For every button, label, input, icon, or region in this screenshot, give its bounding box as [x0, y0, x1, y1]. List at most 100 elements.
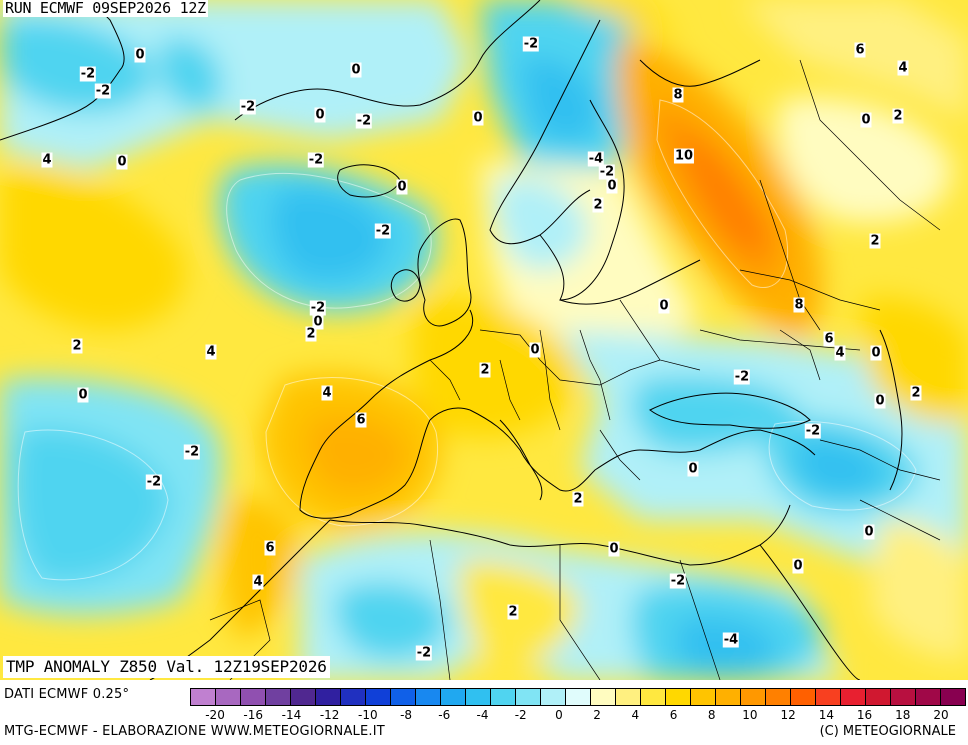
field-value-label: -4 [722, 632, 740, 648]
field-sahara-cold [335, 581, 450, 660]
field-value-label: 2 [71, 338, 83, 354]
coast-europe-west [299, 309, 474, 519]
color-scale-swatch [241, 688, 266, 706]
field-value-label: 6 [854, 42, 866, 58]
color-scale-tick: 20 [933, 708, 949, 722]
field-value-label: 8 [672, 87, 684, 103]
color-scale-tick: 16 [856, 708, 873, 722]
field-value-label: 0 [874, 393, 886, 409]
color-scale-tick: 12 [780, 708, 796, 722]
border-12 [429, 539, 451, 680]
color-scale-swatch [491, 688, 516, 706]
field-value-label: -2 [307, 152, 325, 168]
coast-britain [417, 218, 472, 327]
field-value-label: -2 [239, 99, 257, 115]
field-value-label: 0 [687, 461, 699, 477]
color-scale-tick: 0 [555, 708, 563, 722]
field-morocco-warm [221, 497, 300, 640]
field-value-label: -2 [309, 300, 327, 316]
field-value-label: -2 [79, 66, 97, 82]
field-russia-hot [680, 130, 770, 253]
field-atlantic-warm [0, 168, 186, 330]
field-value-label: 2 [892, 108, 904, 124]
border-6 [699, 329, 861, 351]
border-10 [429, 359, 461, 401]
color-scale-swatch [216, 688, 241, 706]
coast-iceland [337, 164, 401, 198]
color-scale-swatch [266, 688, 291, 706]
field-baltic-cool [495, 177, 590, 270]
isoline-levant [768, 420, 917, 511]
color-scale-swatch [816, 688, 841, 706]
field-value-label: 4 [321, 385, 333, 401]
anomaly-map: RUN ECMWF 09SEP2026 12Z 0 -2 -2 0 -2 6 4 8 -2 0 -2… [0, 0, 968, 680]
field-levant-core [795, 439, 885, 495]
map-canvas [0, 0, 968, 680]
color-scale-swatch [616, 688, 641, 706]
border-2 [499, 359, 521, 421]
border-18 [779, 329, 821, 381]
color-scale-swatch [791, 688, 816, 706]
border-9 [599, 429, 641, 481]
color-scale-swatch [190, 688, 216, 706]
copyright-text: (C) METEOGIORNALE [819, 724, 956, 739]
field-value-label: -2 [94, 83, 112, 99]
field-value-label: -2 [522, 36, 540, 52]
coast-white-sea [639, 59, 761, 87]
color-scale-tick: 10 [742, 708, 758, 722]
valid-time-title: TMP ANOMALY Z850 Val. 12Z19SEP2026 [3, 656, 330, 678]
color-scale-swatch [691, 688, 716, 706]
color-scale-swatch [466, 688, 491, 706]
field-russia-near-zero [777, 97, 952, 223]
field-value-label: 2 [592, 197, 604, 213]
color-scale-tick: -6 [438, 708, 451, 722]
field-value-label: 4 [252, 574, 264, 590]
color-scale-ticks: -20 -16 -14 -12 -10 -8 -6 -4 -2 0 2 4 6 8 10 12 14 16 18 20 [190, 708, 966, 722]
run-title: RUN ECMWF 09SEP2026 12Z [3, 0, 208, 17]
color-scale-tick: -20 [205, 708, 225, 722]
color-scale-tick: -14 [281, 708, 302, 722]
field-value-label: 0 [860, 112, 872, 128]
coast-ireland [390, 269, 421, 302]
field-arabia-warm [870, 520, 968, 660]
coast-caspian [879, 329, 903, 491]
color-scale-swatch [316, 688, 341, 706]
field-value-label: 0 [529, 342, 541, 358]
coast-black-sea [649, 392, 811, 429]
border-3 [539, 329, 561, 431]
field-value-label: 4 [834, 345, 846, 361]
field-russia-near-zero2 [740, 0, 968, 120]
field-value-label: 10 [673, 148, 695, 164]
field-central-europe [411, 298, 580, 438]
color-scale-tick: -8 [400, 708, 413, 722]
field-value-label: 4 [41, 152, 53, 168]
field-value-label: 2 [869, 233, 881, 249]
field-value-label: 0 [608, 541, 620, 557]
field-value-label: 0 [792, 558, 804, 574]
color-scale-swatch [916, 688, 941, 706]
border-1 [479, 329, 661, 386]
field-value-label: 4 [897, 60, 909, 76]
field-turkey-cold [631, 376, 800, 453]
color-scale-swatch [641, 688, 666, 706]
color-scale-swatch [341, 688, 366, 706]
field-value-label: 4 [205, 344, 217, 360]
color-scale-tick: -12 [319, 708, 340, 722]
color-scale-swatch [941, 688, 966, 706]
color-scale-swatch [766, 688, 791, 706]
color-scale-swatch [541, 688, 566, 706]
isoline-iberia [265, 377, 438, 527]
field-caspian-warm [860, 297, 968, 423]
credit-text: MTG-ECMWF - ELABORAZIONE WWW.METEOGIORNA… [4, 724, 385, 739]
field-value-label: -2 [415, 645, 433, 661]
isoline-sw [17, 429, 169, 581]
coast-italy [499, 419, 543, 501]
field-value-label: -2 [669, 573, 687, 589]
field-value-label: 2 [910, 385, 922, 401]
field-value-label: 0 [116, 154, 128, 170]
field-value-label: 2 [479, 362, 491, 378]
coast-africa-north [329, 504, 791, 566]
field-value-label: 0 [870, 345, 882, 361]
color-scale-tick: 8 [707, 708, 716, 722]
field-north-warm [560, 0, 700, 60]
